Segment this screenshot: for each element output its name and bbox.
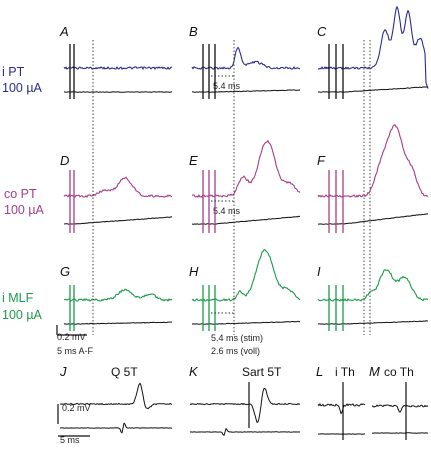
panel-letter-k: K	[189, 364, 199, 379]
scale-label-amp-af: 0.2 mV	[57, 332, 86, 342]
scale-label-amp-j: 0.2 mV	[62, 403, 91, 413]
title-l: i Th	[335, 365, 355, 379]
panel-letter-f: F	[317, 153, 326, 168]
response-trace-r2c0	[63, 288, 173, 302]
row-label-imlf-1: i MLF	[2, 291, 34, 305]
response-trace-r0c2	[317, 6, 429, 89]
panel-letter-b: B	[189, 24, 198, 39]
row-label-copt-2: 100 µA	[4, 203, 45, 217]
response-trace-r2c2	[317, 269, 429, 302]
volley-trace-r2c1	[191, 320, 301, 325]
volley-trace-r0c1	[191, 89, 301, 93]
volley-trace-r2c2	[317, 320, 429, 325]
latency-label-h-stim: 5.4 ms (stim)	[211, 333, 263, 343]
row-label-copt-1: co PT	[4, 187, 37, 201]
panel-letter-i: I	[317, 264, 321, 279]
volley-trace-r0c0	[63, 91, 173, 93]
panel-letter-g: G	[60, 264, 70, 279]
response-trace-r0c0	[63, 66, 173, 70]
response-trace-m	[371, 404, 429, 413]
volley-trace-r1c1	[191, 215, 301, 225]
panel-letter-d: D	[60, 153, 69, 168]
volley-trace-k	[189, 428, 301, 436]
title-j: Q 5T	[111, 365, 138, 379]
volley-trace-j	[59, 422, 172, 434]
panel-letter-m: M	[369, 364, 380, 379]
response-trace-r1c2	[317, 124, 429, 198]
panel-letter-l: L	[316, 364, 323, 379]
scale-label-time-af: 5 ms A-F	[57, 346, 94, 356]
response-trace-r1c1	[191, 140, 301, 198]
volley-trace-r1c0	[63, 216, 173, 225]
row-label-imlf-2: 100 µA	[2, 308, 43, 322]
response-trace-r1c0	[63, 176, 173, 198]
response-trace-r2c1	[191, 249, 301, 302]
panel-letter-e: E	[189, 153, 198, 168]
panel-letter-j: J	[59, 364, 67, 379]
row-label-ipt-1: i PT	[2, 65, 25, 79]
response-trace-l	[317, 403, 366, 415]
response-trace-r0c1	[191, 46, 300, 70]
volley-trace-r1c2	[317, 213, 429, 225]
row-label-ipt-2: 100 µA	[2, 81, 43, 95]
panel-letter-c: C	[317, 24, 327, 39]
response-trace-k	[189, 388, 301, 423]
latency-label-e: 5.4 ms	[213, 206, 241, 216]
latency-label-h-voll: 2.6 ms (voll)	[211, 346, 260, 356]
response-trace-j	[60, 382, 173, 410]
title-m: co Th	[384, 365, 414, 379]
panel-letter-a: A	[59, 24, 69, 39]
volley-trace-r2c0	[63, 321, 172, 325]
trace-layer	[56, 6, 429, 440]
latency-label-b: 5.4 ms	[213, 81, 241, 91]
volley-trace-r0c2	[317, 86, 429, 93]
panel-letter-h: H	[189, 264, 199, 279]
title-k: Sart 5T	[242, 365, 282, 379]
scale-label-time-j: 5 ms	[60, 435, 80, 445]
